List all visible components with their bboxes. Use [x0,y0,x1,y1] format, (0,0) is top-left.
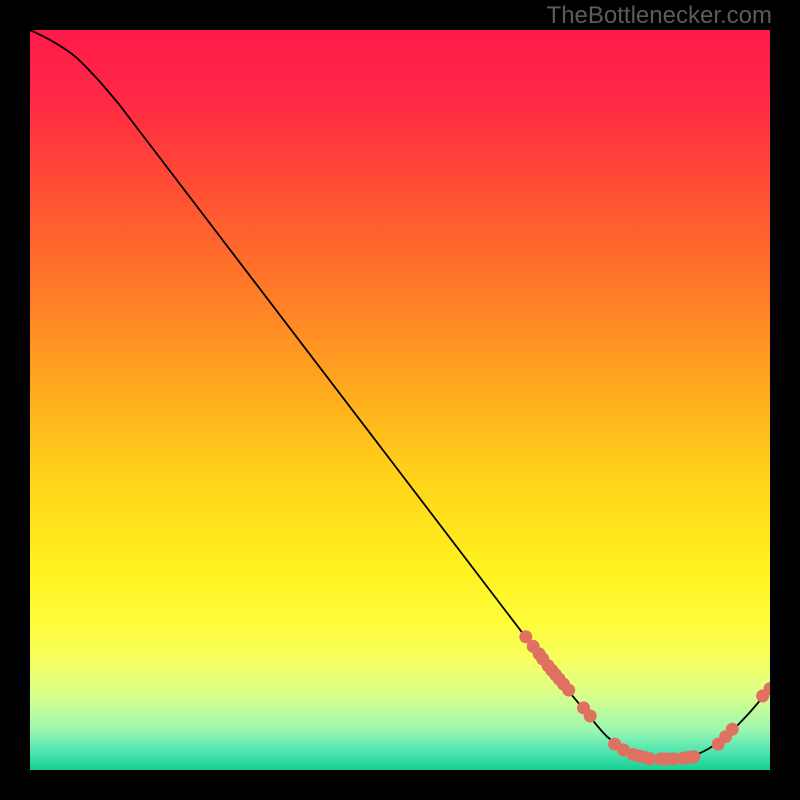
bottleneck-chart [30,30,770,770]
watermark-text: TheBottlenecker.com [547,2,772,30]
data-marker [687,750,700,763]
chart-stage: TheBottlenecker.com [0,0,800,800]
data-marker [726,723,739,736]
data-marker [644,752,657,765]
data-marker [584,709,597,722]
gradient-background [30,30,770,770]
data-marker [562,684,575,697]
